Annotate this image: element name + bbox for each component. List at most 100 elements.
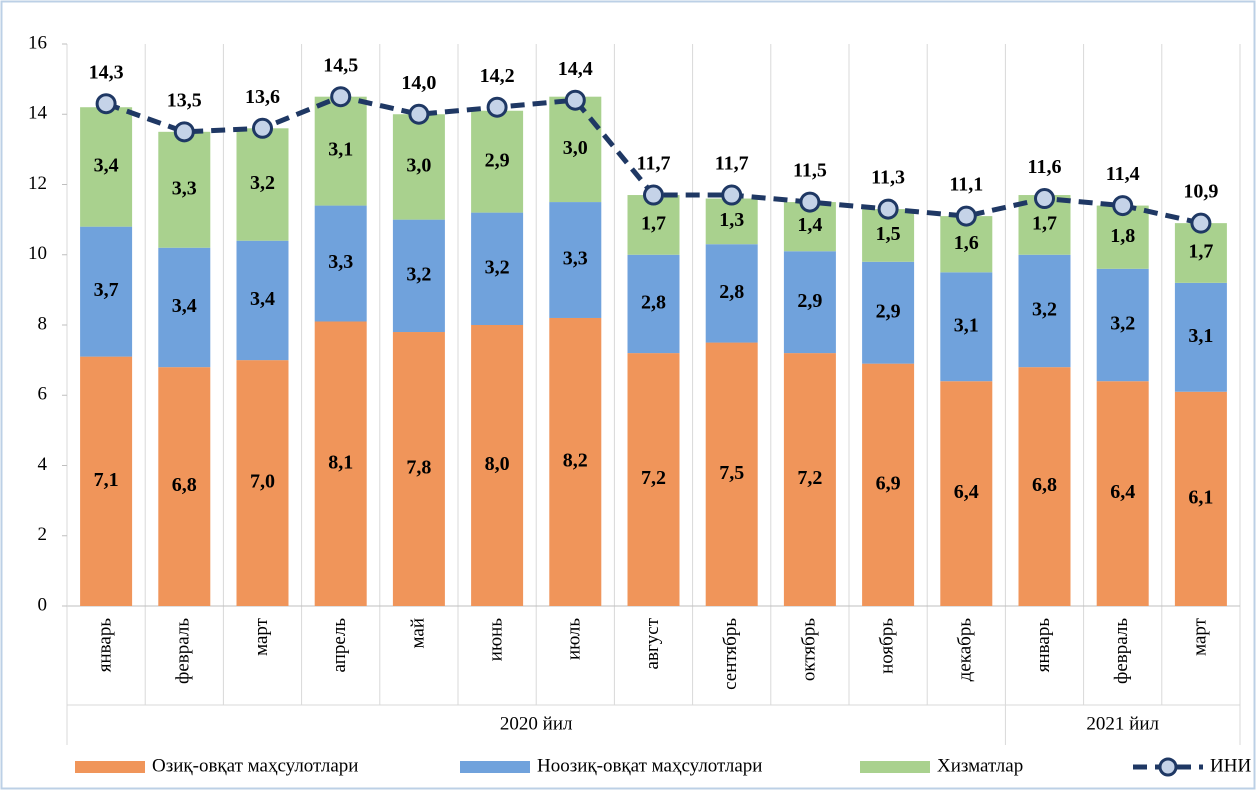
line-marker [564,89,586,111]
data-label: 2,9 [797,290,822,312]
bar-segment [392,219,445,333]
data-label: 14,4 [558,58,593,80]
x-tick-label: январь [94,618,115,673]
data-label: 8,0 [485,453,510,475]
legend-swatch [460,761,530,773]
x-tick-label: ноябрь [876,618,897,674]
y-tick-label: 10 [28,243,47,264]
legend-swatch [860,761,930,773]
data-label: 3,3 [328,251,353,273]
bar-segment [158,247,211,368]
bar-segment [705,342,758,606]
data-label: 3,2 [485,256,510,278]
data-label: 3,0 [406,155,431,177]
data-label: 7,5 [719,462,744,484]
bar-segment [1096,381,1149,606]
y-tick-label: 6 [38,384,48,405]
data-label: 7,0 [250,471,275,493]
data-label: 1,7 [1188,241,1213,263]
bar-segment [549,317,602,606]
x-tick-label: апрель [329,618,350,673]
legend-label: ИНИ [1210,755,1251,776]
bar-segment [549,202,602,318]
data-label: 11,1 [949,174,983,196]
data-label: 6,4 [1110,481,1135,503]
data-label: 7,2 [641,467,666,489]
data-label: 14,5 [323,54,358,76]
bar-segment [549,96,602,203]
data-label: 13,6 [245,86,280,108]
bar-segment [1096,205,1149,269]
bar-segment [1018,367,1071,606]
data-label: 11,4 [1106,163,1140,185]
data-label: 2,9 [485,149,510,171]
x-tick-label: декабрь [955,618,976,682]
bar-segment [314,96,367,206]
bar-segment [1174,391,1227,606]
data-label: 3,1 [1188,325,1213,347]
bar-segment [80,226,133,357]
line-marker [955,205,977,227]
data-label: 2,8 [719,281,744,303]
data-label: 8,2 [563,450,588,472]
data-label: 3,4 [172,295,197,317]
data-label: 3,3 [563,248,588,270]
data-label: 3,2 [250,172,275,194]
data-label: 14,2 [480,65,515,87]
data-label: 1,7 [641,212,666,234]
data-label: 6,8 [1032,474,1057,496]
data-label: 14,3 [89,61,124,83]
bar-segment [80,356,133,606]
bar-segment [80,107,133,227]
data-label: 6,8 [172,474,197,496]
x-tick-label: июнь [485,618,506,662]
bar-segment [236,128,289,241]
data-label: 1,7 [1032,212,1057,234]
data-label: 11,7 [637,153,671,175]
data-label: 10,9 [1183,181,1218,203]
data-label: 3,7 [94,279,119,301]
data-label: 7,1 [94,469,119,491]
line-marker [486,96,508,118]
x-tick-label: февраль [173,618,194,684]
bar-segment [314,205,367,322]
line-marker [252,117,273,139]
y-tick-label: 8 [38,313,48,334]
data-label: 11,5 [793,160,827,182]
bar-segment [158,367,211,606]
line-marker [877,198,899,220]
data-label: 2,8 [641,292,666,314]
line-marker [643,184,664,206]
data-label: 3,2 [1032,299,1057,321]
data-label: 7,2 [797,467,822,489]
data-label: 7,8 [406,457,431,479]
group-label: 2020 йил [500,713,573,734]
x-tick-label: сентябрь [720,618,741,690]
y-tick-label: 0 [38,594,48,615]
bar-segment [627,353,680,606]
x-tick-label: август [642,617,663,669]
data-label: 2,9 [876,300,901,322]
bar-segment [1018,254,1071,368]
bar-segment [471,212,524,325]
data-label: 3,4 [250,288,275,310]
legend-swatch [75,761,145,773]
x-tick-label: октябрь [798,618,819,681]
y-tick-label: 4 [38,454,48,475]
x-tick-label: февраль [1111,618,1132,684]
bar-segment [627,254,680,354]
data-label: 11,3 [871,167,905,189]
bar-segment [705,244,758,343]
data-label: 1,6 [954,232,979,254]
data-label: 14,0 [401,72,436,94]
data-label: 1,5 [876,223,901,245]
line-marker [1034,188,1055,210]
x-tick-label: январь [1033,618,1054,673]
bar-segment [471,325,524,606]
legend-swatch [1158,757,1178,777]
data-label: 3,0 [563,137,588,159]
data-label: 8,1 [328,451,353,473]
bar-segment [1096,268,1149,382]
legend-label: Ноозиқ-овқат маҳсулотлари [537,755,762,776]
